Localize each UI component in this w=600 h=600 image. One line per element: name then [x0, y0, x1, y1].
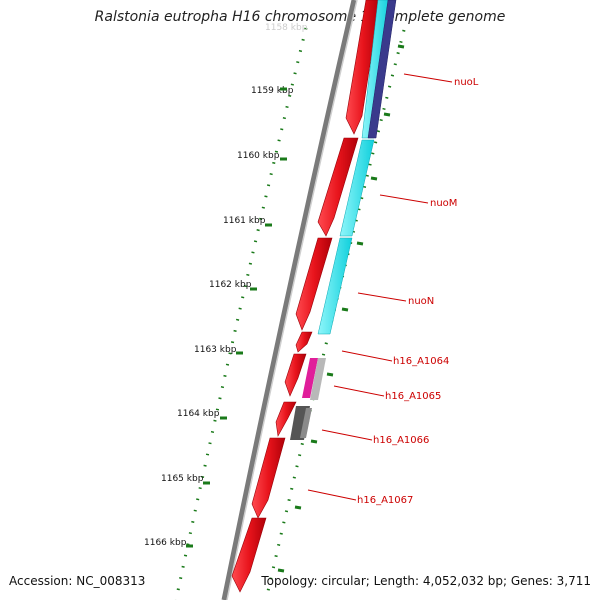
- gene-label[interactable]: h16_A1066: [373, 435, 429, 446]
- cds-arrow: [275, 401, 297, 437]
- cds-arrow: [317, 137, 359, 237]
- tick-label: 1166 kbp: [144, 538, 187, 548]
- gray-feature-edge: [300, 408, 312, 438]
- cyan-feature: [339, 139, 375, 237]
- gene-label[interactable]: nuoM: [430, 198, 457, 209]
- cds-arrow: [345, 0, 381, 135]
- accession-label: Accession: NC_008313: [9, 574, 146, 588]
- gene-label[interactable]: h16_A1065: [385, 391, 441, 402]
- inner-arc-ticks: [277, 44, 405, 573]
- tick-label: 1159 kbp: [251, 86, 294, 96]
- topology-label: Topology: circular; Length: 4,052,032 bp…: [261, 574, 591, 588]
- top-partial-tick-label: 1158 kbp: [265, 23, 308, 33]
- gene-label[interactable]: nuoL: [454, 77, 479, 88]
- tick-label: 1162 kbp: [209, 280, 252, 290]
- navy-feature: [367, 0, 397, 139]
- cyan-feature-track: [317, 0, 391, 335]
- tick-label: 1163 kbp: [194, 345, 237, 355]
- magenta-feature: [302, 358, 318, 398]
- tick-labels: 1159 kbp 1160 kbp 1161 kbp 1162 kbp 1163…: [144, 86, 294, 548]
- tick-label: 1164 kbp: [177, 409, 220, 419]
- gene-labels: nuoL nuoM nuoN h16_A1064 h16_A1065 h16_A…: [357, 77, 479, 506]
- gene-label[interactable]: h16_A1067: [357, 495, 413, 506]
- gene-label-leaders: [307, 73, 453, 501]
- light-gray-feature: [310, 358, 326, 400]
- chromosome-backbone-highlight: [226, 0, 358, 600]
- tick-label: 1165 kbp: [161, 474, 204, 484]
- cds-arrow: [295, 237, 333, 331]
- gene-label[interactable]: nuoN: [408, 296, 434, 307]
- gene-label[interactable]: h16_A1064: [393, 356, 449, 367]
- tick-label: 1161 kbp: [223, 216, 266, 226]
- chromosome-backbone: [221, 0, 357, 600]
- cyan-feature: [317, 237, 353, 335]
- cds-arrow: [284, 353, 307, 397]
- cds-arrow: [231, 517, 267, 593]
- cds-features: [231, 0, 381, 593]
- cds-arrow: [251, 437, 286, 519]
- tick-label: 1160 kbp: [237, 151, 280, 161]
- map-title: Ralstonia eutropha H16 chromosome 1, com…: [94, 9, 506, 25]
- cds-arrow: [295, 331, 313, 353]
